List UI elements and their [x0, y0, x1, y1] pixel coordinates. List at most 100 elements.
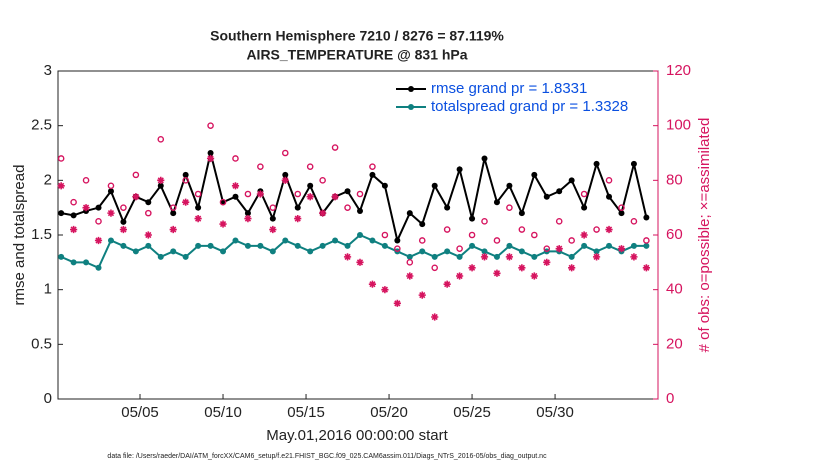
- point: [469, 242, 476, 249]
- point: [468, 264, 476, 272]
- point: [630, 253, 638, 261]
- point: [618, 204, 625, 211]
- point: [518, 264, 526, 272]
- point: [206, 154, 215, 163]
- point: [170, 248, 177, 255]
- point: [157, 182, 164, 189]
- point: [431, 313, 439, 321]
- y2-tick-label: 40: [666, 281, 683, 298]
- point: [393, 299, 401, 307]
- point: [406, 272, 414, 280]
- point: [630, 218, 638, 225]
- point: [606, 242, 613, 249]
- point: [630, 242, 637, 249]
- point: [57, 155, 65, 162]
- point: [408, 86, 414, 92]
- y-tick-label: 0.5: [31, 335, 52, 352]
- point: [505, 253, 514, 261]
- point: [344, 204, 351, 211]
- point: [182, 253, 189, 260]
- point: [319, 177, 326, 184]
- point: [119, 225, 128, 234]
- point: [643, 237, 650, 244]
- point: [606, 193, 613, 200]
- y2-tick-label: 100: [666, 117, 691, 134]
- point: [269, 204, 277, 211]
- point: [195, 242, 202, 249]
- point: [332, 237, 339, 244]
- point: [132, 171, 140, 179]
- point: [580, 231, 588, 239]
- point: [319, 242, 326, 249]
- point: [381, 182, 388, 189]
- point: [331, 193, 339, 201]
- x-tick-label: 05/05: [121, 404, 159, 421]
- point: [169, 204, 177, 211]
- point: [617, 245, 626, 253]
- point: [306, 193, 314, 201]
- y-tick-label: 2.5: [31, 117, 52, 134]
- point: [282, 237, 289, 244]
- footnote: data file: /Users/raeder/DAI/ATM_forcXX/…: [107, 453, 547, 460]
- y2-tick-label: 120: [666, 62, 691, 79]
- point: [282, 171, 289, 178]
- point: [469, 215, 476, 222]
- point: [58, 210, 65, 217]
- y2-tick-label: 80: [666, 171, 683, 188]
- point: [605, 177, 613, 184]
- x-tick-label: 05/25: [453, 404, 491, 421]
- point: [145, 199, 152, 206]
- point: [157, 253, 164, 260]
- point: [506, 182, 513, 189]
- point: [431, 253, 438, 260]
- point: [406, 253, 413, 260]
- point: [107, 237, 114, 244]
- point: [581, 242, 588, 249]
- point: [157, 176, 165, 184]
- point: [630, 160, 637, 167]
- point: [344, 188, 351, 195]
- point: [530, 272, 538, 280]
- point: [207, 242, 214, 249]
- point: [369, 171, 376, 178]
- point: [294, 204, 301, 211]
- point: [244, 215, 252, 223]
- point: [169, 225, 177, 234]
- point: [394, 245, 401, 252]
- point: [269, 225, 277, 234]
- chart-subtitle: AIRS_TEMPERATURE @ 831 hPa: [246, 47, 467, 63]
- point: [82, 204, 90, 212]
- point: [406, 259, 414, 266]
- point: [132, 248, 139, 255]
- point: [195, 204, 202, 211]
- point: [70, 198, 77, 206]
- x-tick-label: 05/20: [370, 404, 408, 421]
- point: [244, 210, 251, 217]
- point: [257, 163, 264, 170]
- point: [444, 204, 451, 211]
- y2-tick-label: 0: [666, 390, 674, 407]
- point: [256, 190, 264, 198]
- point: [232, 237, 239, 244]
- y-tick-label: 2: [44, 171, 52, 188]
- point: [406, 210, 413, 217]
- point: [506, 242, 513, 249]
- point: [419, 221, 426, 228]
- point: [157, 136, 165, 143]
- point: [493, 199, 500, 206]
- point: [481, 218, 488, 225]
- point: [531, 171, 538, 178]
- point: [70, 225, 78, 234]
- point: [592, 253, 601, 261]
- point: [593, 226, 600, 233]
- point: [481, 248, 488, 255]
- point: [580, 190, 588, 198]
- point: [543, 245, 551, 252]
- point: [531, 253, 538, 260]
- point: [456, 253, 463, 260]
- y-tick-label: 1.5: [31, 226, 52, 243]
- y2-tick-label: 20: [666, 335, 683, 352]
- point: [219, 220, 227, 228]
- point: [294, 190, 302, 198]
- point: [132, 193, 140, 201]
